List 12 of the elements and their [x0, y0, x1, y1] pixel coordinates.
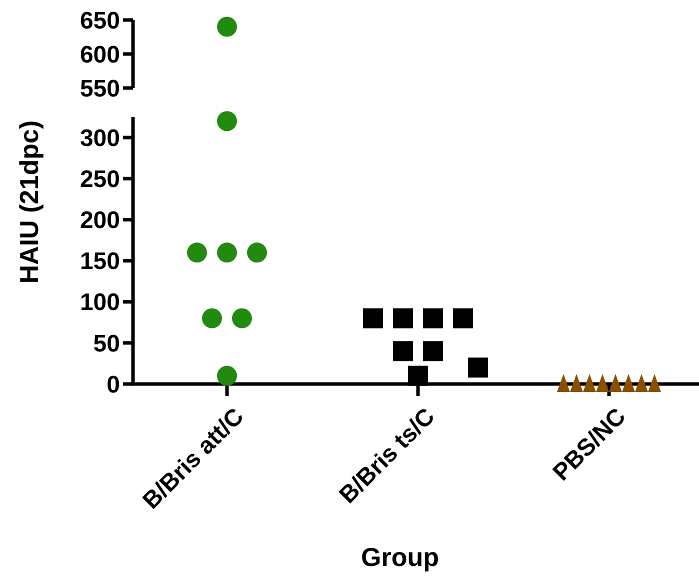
y-tick-label: 650 — [80, 7, 120, 34]
y-tick-label: 0 — [106, 371, 120, 398]
x-axis-title: Group — [361, 542, 439, 572]
y-tick-label: 300 — [80, 124, 120, 152]
y-tick-label: 50 — [93, 330, 120, 358]
y-tick-label: 250 — [80, 166, 120, 194]
y-tick-label: 200 — [80, 207, 120, 234]
y-tick-label: 550 — [80, 75, 120, 102]
y-tick-label: 150 — [80, 248, 120, 276]
y-tick-label: 600 — [80, 41, 120, 68]
y-axis-title: HAIU (21dpc) — [14, 120, 44, 284]
y-tick-label: 100 — [80, 289, 120, 316]
